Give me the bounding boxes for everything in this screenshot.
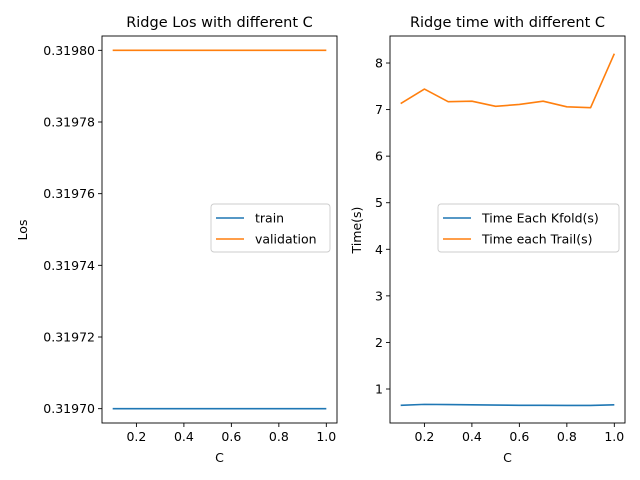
right-series-line-orange (400, 53, 616, 109)
left-x-tick-label: 0.8 (269, 429, 289, 444)
left-y-tick-label: 0.31974 (43, 258, 95, 273)
right-y-tick-label: 2 (375, 335, 383, 350)
right-x-tick-label: 0.4 (462, 429, 482, 444)
left-plot-frame (101, 35, 338, 424)
left-x-tick-label: 0.6 (221, 429, 241, 444)
right-y-tick-label: 8 (375, 56, 383, 71)
right-legend-kfold-label: Time Each Kfold(s) (481, 211, 599, 226)
left-x-tick-label: 1.0 (316, 429, 336, 444)
right-legend-box (437, 203, 620, 253)
right-legend-trail-label: Time each Trail(s) (481, 232, 593, 247)
right-y-tick-label: 7 (375, 102, 383, 117)
right-x-tick-label: 1.0 (604, 429, 624, 444)
left-chart-title: Ridge Los with different C (126, 15, 313, 31)
right-panel: Ridge time with different C C Time(s) 0.… (349, 15, 626, 465)
right-y-tick-label: 3 (375, 288, 383, 303)
left-x-tick-label: 0.4 (174, 429, 194, 444)
left-panel: Ridge Los with different C C Los 0.2 0.4 0… (15, 15, 338, 465)
left-y-tick-label: 0.31978 (43, 115, 95, 130)
right-y-tick-label: 1 (375, 382, 383, 397)
right-y-axis-label: Time(s) (349, 207, 364, 255)
right-x-tick-label: 0.2 (414, 429, 434, 444)
left-y-axis-label: Los (15, 220, 30, 241)
left-y-tick-label: 0.31972 (43, 330, 95, 345)
left-y-tick-label: 0.31970 (43, 401, 95, 416)
right-series-line-blue (400, 403, 615, 407)
right-legend: Time Each Kfold(s) Time each Trail(s) (437, 203, 620, 253)
left-legend-box (210, 203, 331, 253)
left-x-axis-label: C (215, 450, 224, 465)
right-y-tick-label: 4 (375, 242, 383, 257)
right-x-tick-label: 0.8 (557, 429, 577, 444)
right-y-tick-label: 5 (375, 195, 383, 210)
right-x-tick-label: 0.6 (509, 429, 529, 444)
right-chart-title: Ridge time with different C (410, 15, 605, 31)
right-plot-frame (389, 35, 626, 424)
right-y-tick-label: 6 (375, 149, 383, 164)
left-y-tick-label: 0.31980 (43, 43, 95, 58)
right-x-axis-label: C (503, 450, 512, 465)
left-legend: train validation (210, 203, 331, 253)
left-y-tick-label: 0.31976 (43, 186, 95, 201)
left-x-tick-label: 0.2 (126, 429, 146, 444)
left-legend-train-label: train (255, 211, 284, 226)
left-legend-validation-label: validation (255, 232, 317, 247)
